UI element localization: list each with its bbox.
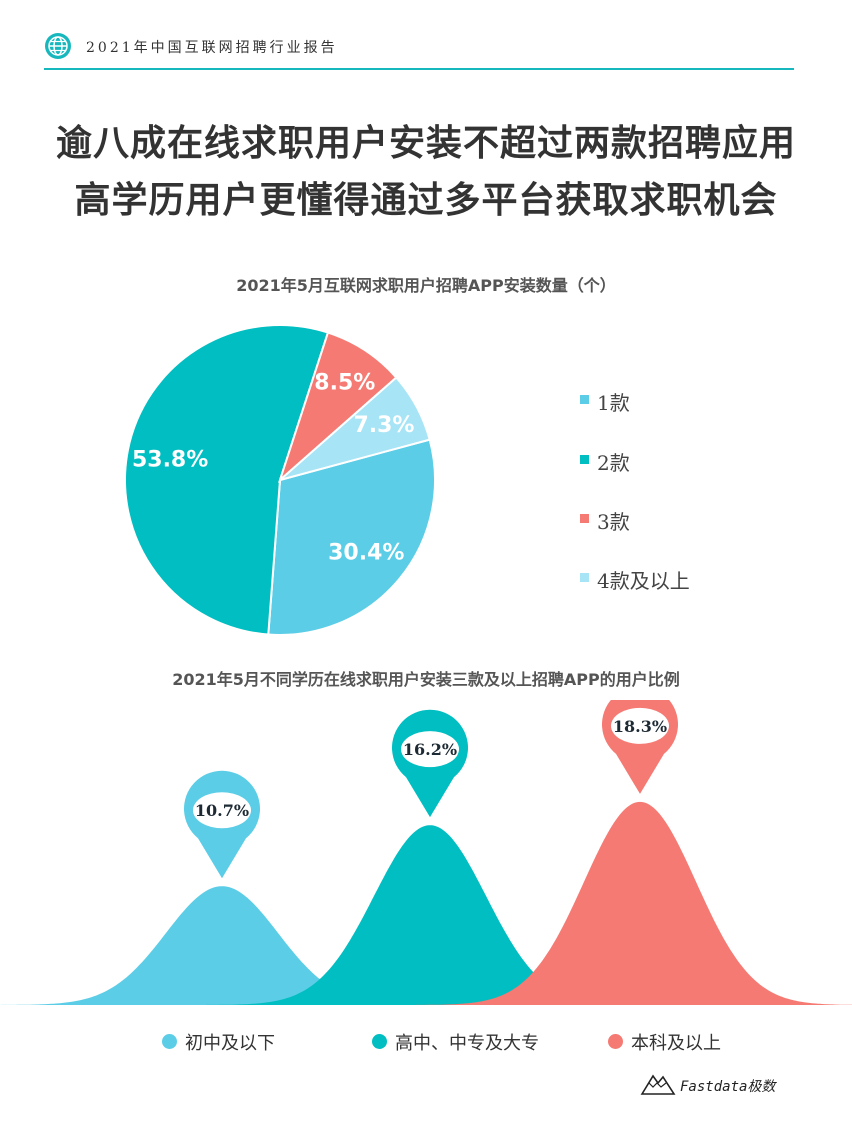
marker-label-bg [401, 731, 459, 768]
bell-legend-dot-1 [162, 1034, 177, 1049]
bell-data-label-1: 10.7% [195, 801, 249, 820]
legend-swatch-4 [580, 573, 589, 582]
bell-legend-label-3: 本科及以上 [631, 1033, 721, 1054]
legend-swatch-1 [580, 395, 589, 404]
pie-data-label-4: 7.3% [353, 413, 414, 438]
bell-legend: 初中及以下 高中、中专及大专 本科及以上 [0, 1028, 852, 1058]
marker-label-bg [611, 707, 669, 744]
report-title: 2021年中国互联网招聘行业报告 [86, 40, 338, 56]
legend-label-1: 1款 [597, 391, 630, 415]
bell-data-label-3: 18.3% [613, 717, 667, 736]
legend-label-4: 4款及以上 [597, 569, 690, 593]
report-header: 2021年中国互联网招聘行业报告 [44, 32, 794, 70]
bell-legend-dot-3 [608, 1034, 623, 1049]
bell-legend-label-1: 初中及以下 [185, 1033, 275, 1054]
bell-curve-3 [416, 801, 852, 1005]
globe-icon [45, 33, 71, 59]
pie-chart: 30.4% 53.8% 8.5% 7.3% [124, 324, 436, 636]
bell-curve-2 [206, 825, 654, 1005]
value-marker-2: 16.2% [392, 709, 469, 818]
headline-line-2: 高学历用户更懂得通过多平台获取求职机会 [74, 180, 778, 221]
bell-chart: 10.7% 16.2% 18.3% [0, 700, 852, 1005]
legend-swatch-3 [580, 514, 589, 523]
legend-label-3: 3款 [597, 510, 630, 534]
header-rule [44, 68, 794, 70]
bell-curve-1 [0, 886, 446, 1005]
brand-logo: Fastdata极数 [640, 1068, 810, 1102]
brand-name: Fastdata极数 [680, 1079, 776, 1095]
marker-label-bg [193, 792, 251, 829]
headline-line-1: 逾八成在线求职用户安装不超过两款招聘应用 [55, 123, 796, 164]
mountain-logo-icon [640, 1074, 676, 1095]
legend-label-2: 2款 [597, 451, 630, 475]
pie-slice-1 [267, 438, 436, 636]
bell-legend-label-2: 高中、中专及大专 [395, 1033, 539, 1054]
bell-chart-title: 2021年5月不同学历在线求职用户安装三款及以上招聘APP的用户比例 [172, 670, 680, 689]
pie-data-label-3: 8.5% [314, 370, 375, 395]
pie-chart-title: 2021年5月互联网求职用户招聘APP安装数量（个） [236, 276, 616, 295]
pie-slice-4 [279, 376, 431, 481]
bell-data-label-2: 16.2% [403, 740, 457, 759]
pie-data-label-2: 53.8% [132, 447, 208, 472]
value-marker-3: 18.3% [602, 700, 678, 794]
legend-swatch-2 [580, 455, 589, 464]
value-marker-1: 10.7% [184, 770, 260, 879]
pie-data-label-1: 30.4% [328, 540, 404, 565]
pie-slice-2 [124, 324, 330, 636]
page-headline: 逾八成在线求职用户安装不超过两款招聘应用 高学历用户更懂得通过多平台获取求职机会 [0, 115, 852, 229]
bell-legend-dot-2 [372, 1034, 387, 1049]
